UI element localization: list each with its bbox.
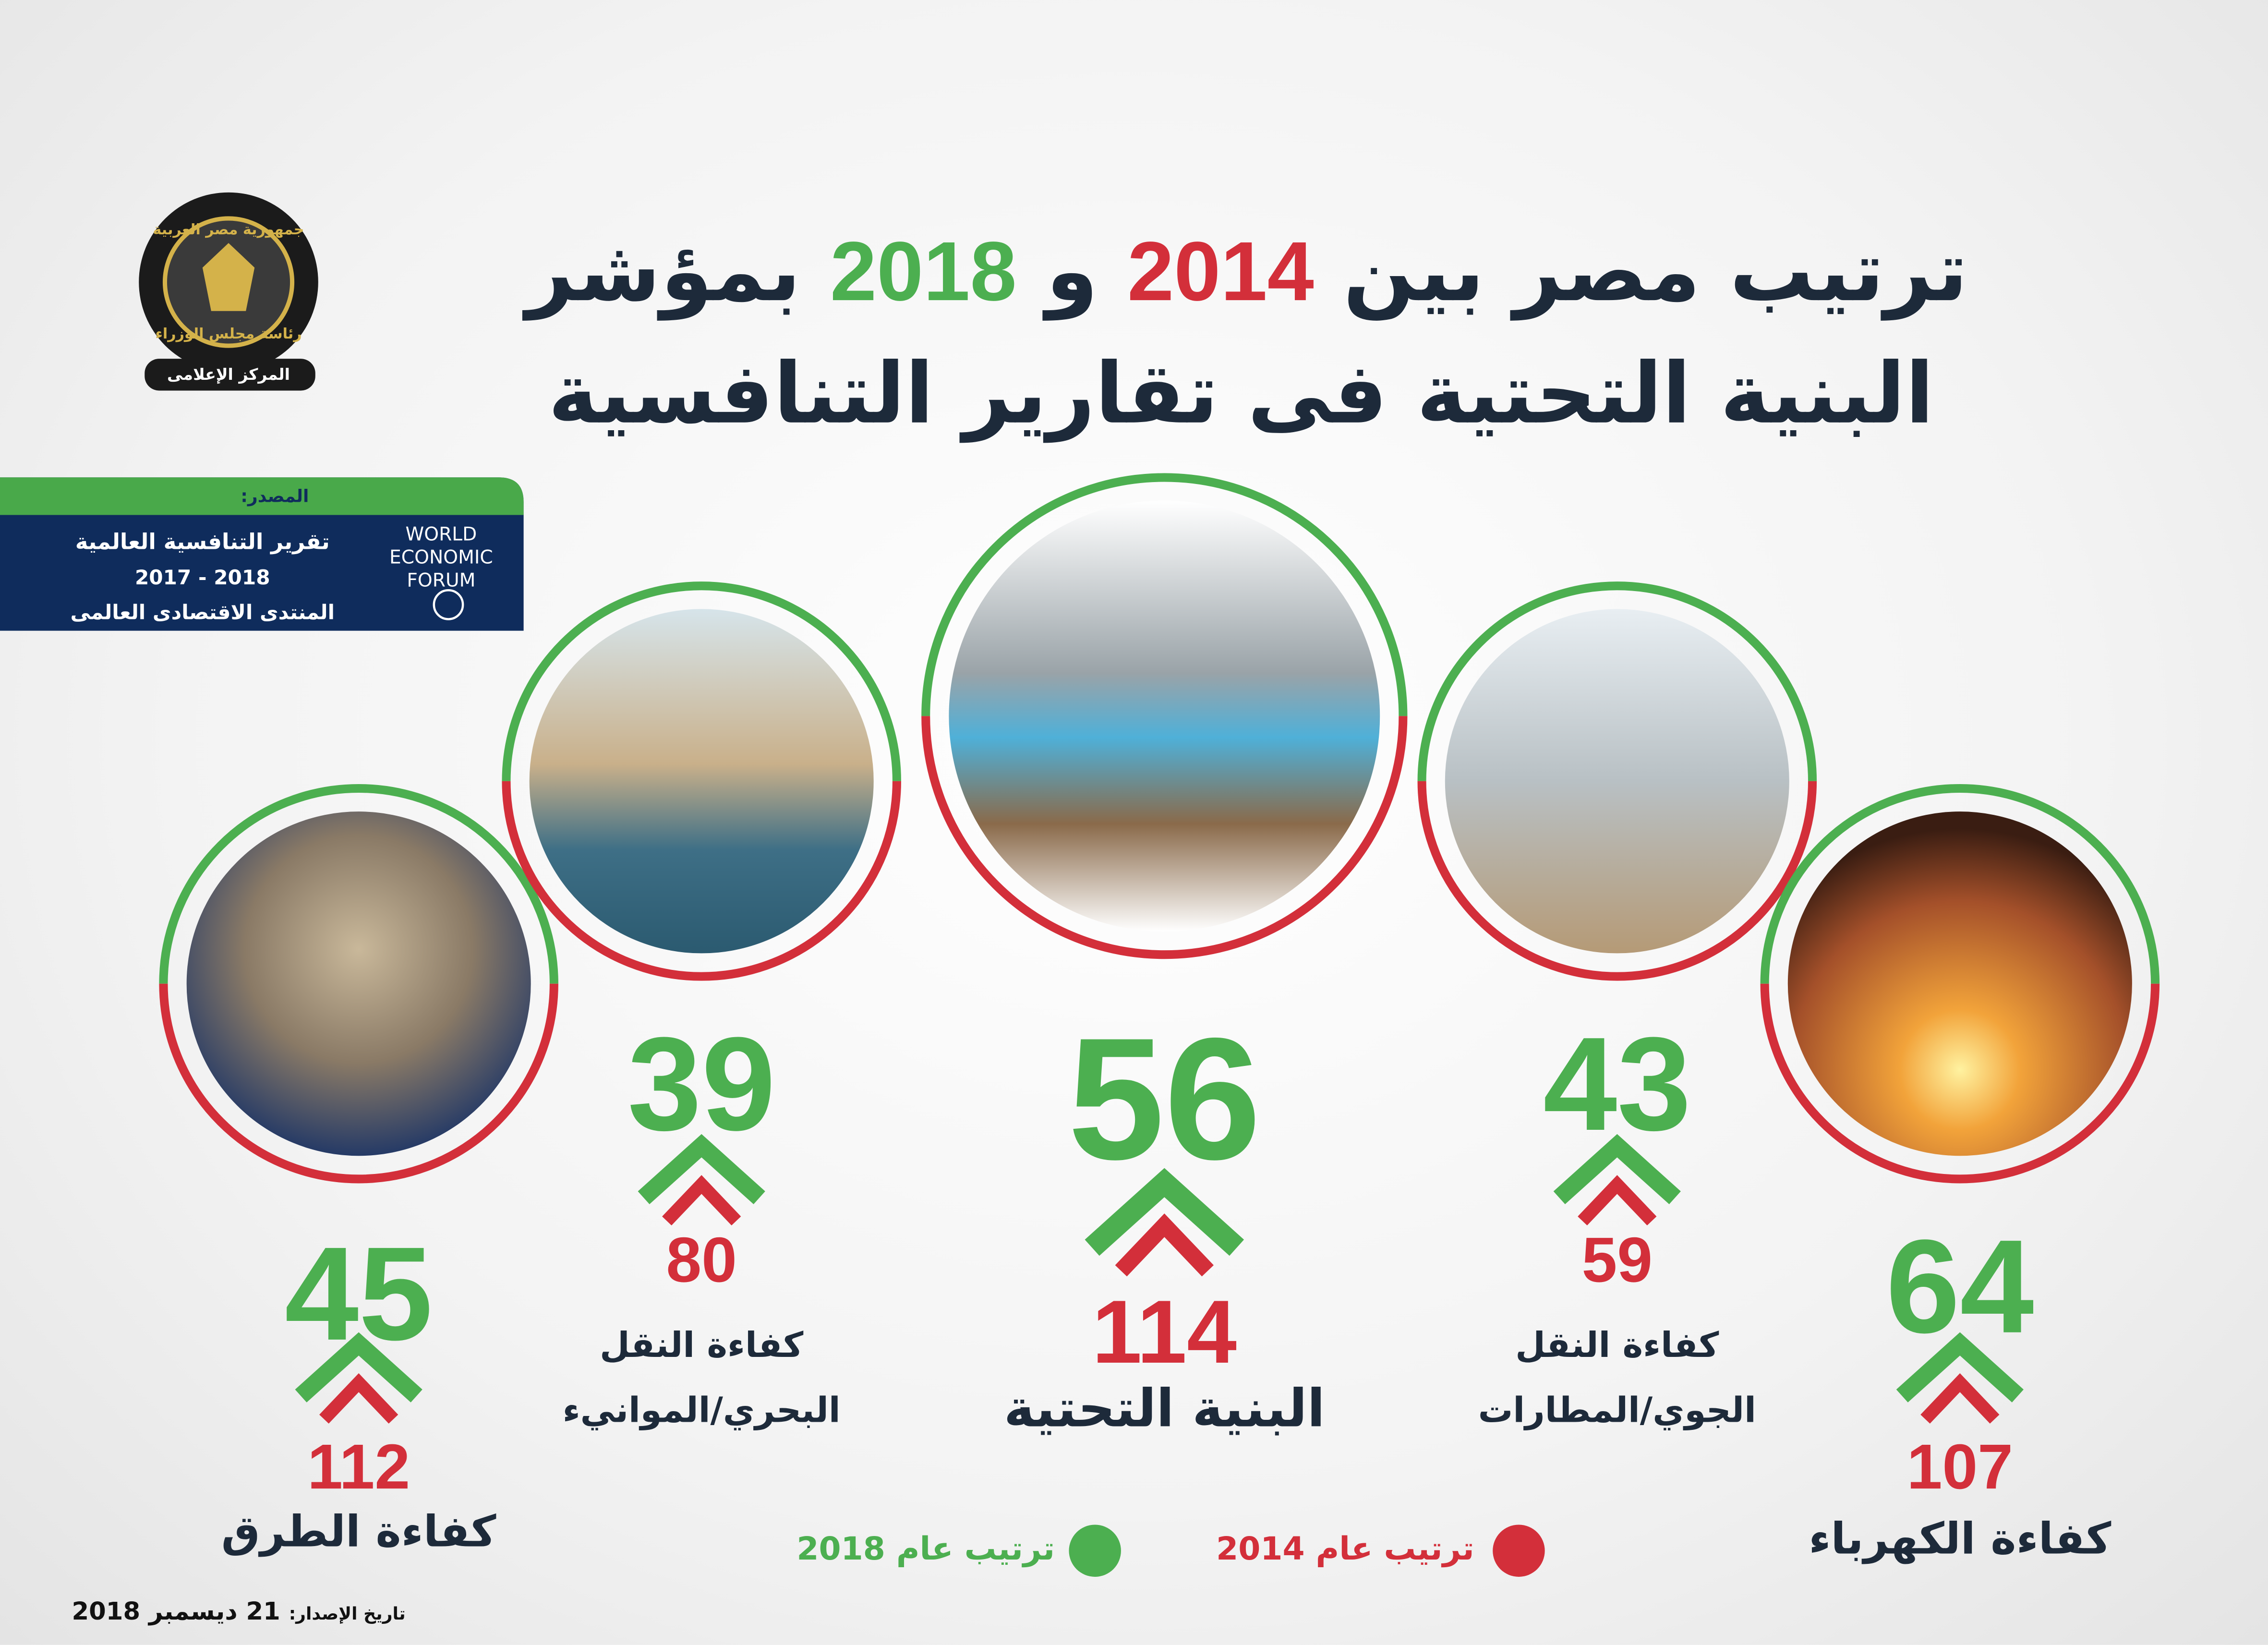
indicator-name: كفاءة الكهرباء	[1809, 1514, 2111, 1565]
chevron-2018	[295, 1332, 422, 1403]
legend-dot-2014	[1493, 1524, 1545, 1577]
footer: تاريخ الإصدار: 21 ديسمبر 2018	[72, 1597, 406, 1627]
rank-2018: 56	[1068, 1002, 1261, 1197]
indicator-photo	[1787, 811, 2132, 1156]
wef-line-2: ECONOMIC	[389, 547, 493, 569]
logo-top-text: جمهورية مصر العربية	[153, 222, 304, 239]
footer-label: تاريخ الإصدار:	[289, 1603, 406, 1624]
legend-label-2018: ترتيب عام 2018	[796, 1532, 1055, 1568]
legend-label-2014: ترتيب عام 2014	[1216, 1532, 1474, 1568]
rank-2018: 64	[1886, 1213, 2034, 1362]
footer-date: 21 ديسمبر 2018	[72, 1597, 280, 1627]
chevron-2014	[319, 1373, 398, 1424]
title-end: بمؤشر	[526, 222, 801, 321]
ring-2014	[502, 781, 901, 981]
ring-2014	[159, 983, 558, 1184]
source-label: المصدر:	[241, 486, 309, 507]
chevron-2014	[1920, 1373, 2000, 1424]
source-box	[0, 477, 524, 631]
rank-2018: 43	[1543, 1011, 1691, 1159]
source-report: تقرير التنافسية العالمية	[75, 529, 330, 555]
legend-dot-2018	[1069, 1524, 1121, 1577]
source-publisher: المنتدى الاقتصادى العالمى	[70, 602, 335, 625]
rank-2018: 45	[285, 1221, 433, 1369]
rank-2014: 112	[307, 1432, 410, 1503]
rank-2014: 80	[666, 1225, 737, 1296]
chevron-2014	[1115, 1213, 1214, 1277]
logo-eagle	[202, 243, 255, 311]
title-line-1: ترتيب مصر بين 2014 و 2018 بمؤشر	[526, 230, 1968, 315]
ring-2018	[502, 581, 901, 781]
wef-line-3: FORUM	[407, 570, 476, 593]
title-year-2014: 2014	[1127, 225, 1314, 319]
chevron-2018	[638, 1134, 765, 1205]
chevron-2018	[1896, 1332, 2024, 1403]
title-line-2: البنية التحتية فى تقارير التنافسية	[548, 344, 1934, 443]
indicator-name: كفاءة النقل	[1515, 1325, 1719, 1366]
title-year-2018: 2018	[830, 225, 1017, 319]
ring-2018	[159, 784, 558, 984]
title-conjunction: و	[1046, 222, 1098, 321]
source-years: 2017 - 2018	[134, 567, 270, 591]
rank-2014: 114	[1092, 1283, 1237, 1383]
rank-2018: 39	[627, 1011, 776, 1159]
ring-2014	[1760, 983, 2160, 1184]
chevron-2018	[1085, 1168, 1244, 1256]
logo-bottom-text: المركز الإعلامى	[167, 365, 290, 384]
indicator-photo	[529, 609, 874, 954]
logo-middle-text: رئاسة مجلس الوزراء	[155, 327, 302, 343]
rank-2014: 59	[1581, 1225, 1653, 1296]
chevron-2014	[662, 1175, 741, 1226]
source-band	[0, 477, 524, 515]
indicator-name: البحري/الموانيء	[562, 1390, 841, 1431]
ring-2018	[1760, 784, 2160, 984]
ring-2014	[921, 716, 1408, 959]
logo-banner	[145, 359, 315, 391]
chevron-2014	[1578, 1175, 1657, 1226]
wef-mark	[433, 589, 464, 620]
ring-2018	[921, 473, 1408, 716]
ring-2014	[1417, 781, 1817, 981]
ring-2018	[1417, 581, 1817, 781]
indicator-name: الجوي/المطارات	[1478, 1390, 1756, 1431]
indicator-name: كفاءة الطرق	[221, 1507, 496, 1558]
indicator-name: كفاءة النقل	[600, 1325, 804, 1366]
wef-line-1: WORLD	[405, 524, 477, 546]
indicator-name: البنية التحتية	[1003, 1380, 1325, 1439]
indicator-photo	[186, 811, 531, 1156]
chevron-2018	[1553, 1134, 1681, 1205]
rank-2014: 107	[1906, 1432, 2013, 1503]
indicator-photo	[1445, 609, 1789, 954]
title-start: ترتيب مصر بين	[1343, 222, 1968, 321]
indicator-photo	[949, 500, 1380, 932]
